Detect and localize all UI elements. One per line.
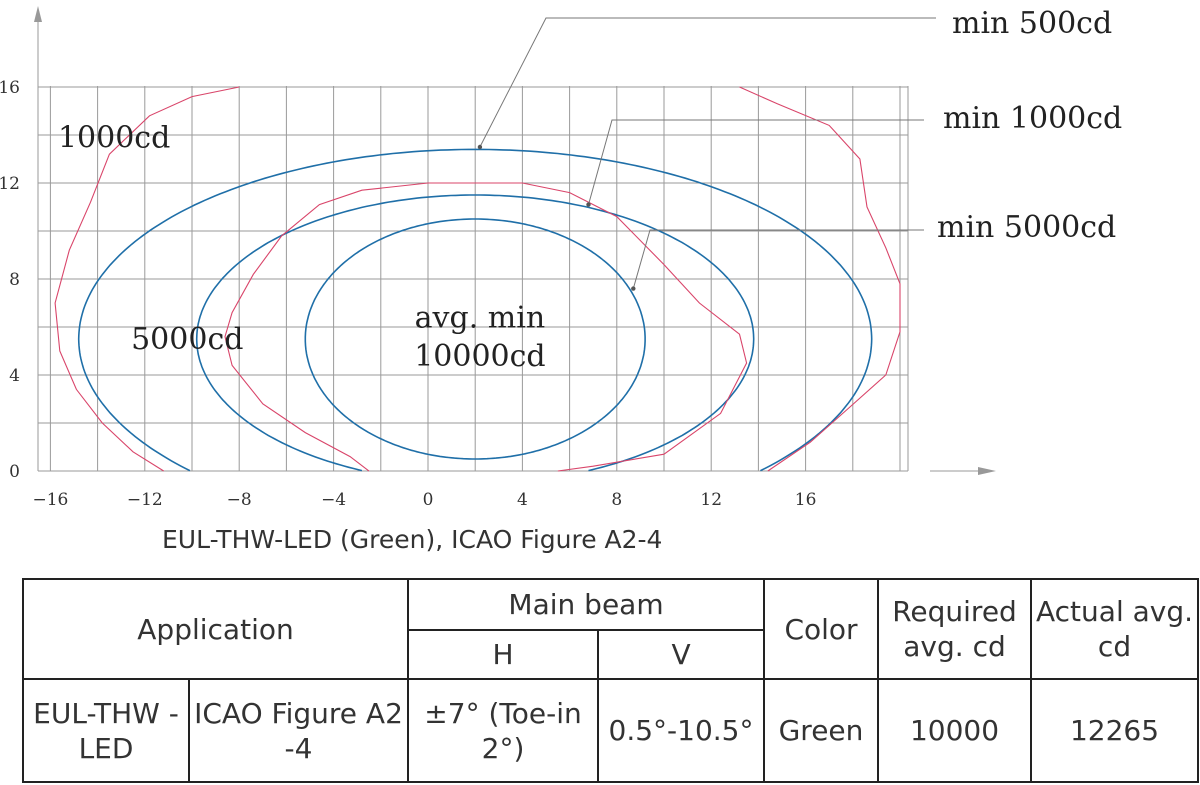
chart-caption: EUL-THW-LED (Green), ICAO Figure A2-4 bbox=[162, 525, 663, 554]
cell-required-avg-cd: 10000 bbox=[877, 678, 1033, 783]
header-v: V bbox=[597, 629, 766, 680]
x-tick-label: −8 bbox=[227, 490, 252, 510]
chart-grid bbox=[37, 86, 909, 472]
x-tick-label: 8 bbox=[611, 490, 622, 510]
measured-curve-5000cd bbox=[428, 182, 748, 472]
callout-leader-line bbox=[479, 17, 936, 148]
header-color: Color bbox=[763, 578, 880, 680]
callout-labels: min 500cd min 1000cd min 5000cd bbox=[477, 6, 1122, 291]
callout-label: min 1000cd bbox=[943, 101, 1122, 136]
cell-application-figure: ICAO Figure A2 -4 bbox=[187, 678, 410, 783]
contour-min-500cd bbox=[77, 148, 873, 472]
callout-arrow-icon bbox=[586, 202, 591, 207]
y-tick-label: 0 bbox=[9, 462, 20, 482]
x-tick-label: −16 bbox=[32, 490, 68, 510]
cell-h: ±7° (Toe-in 2°) bbox=[407, 678, 600, 783]
cell-application-name: EUL-THW -LED bbox=[22, 678, 190, 783]
contour-labels: 1000cd 5000cd avg. min 10000cd bbox=[58, 120, 546, 373]
x-tick-label: 12 bbox=[700, 490, 722, 510]
callout-leader-line bbox=[632, 229, 924, 289]
spec-table: Application Main beam Color Required avg… bbox=[21, 578, 1200, 783]
cell-color: Green bbox=[763, 678, 880, 783]
callout-arrow-icon bbox=[631, 286, 636, 291]
isocandela-chart: −16 −12 −8 −4 0 4 8 12 16 0 4 8 12 16 1000cd 5000cd avg… bbox=[0, 6, 1122, 510]
callout-leader-line bbox=[588, 119, 924, 205]
y-tick-label: 16 bbox=[0, 78, 20, 98]
contour-min-1000cd bbox=[195, 194, 755, 472]
header-h: H bbox=[407, 629, 600, 680]
header-main-beam: Main beam bbox=[407, 578, 766, 631]
x-tick-label: 0 bbox=[423, 490, 434, 510]
measured-curve-1000cd bbox=[54, 86, 240, 472]
cell-actual-avg-cd: 12265 bbox=[1030, 678, 1200, 783]
header-application: Application bbox=[21, 578, 410, 680]
contour-label: 1000cd bbox=[58, 120, 170, 155]
header-actual-avg-cd: Actual avg. cd bbox=[1030, 578, 1200, 680]
min-intensity-contours bbox=[77, 148, 873, 472]
chart-axes bbox=[34, 6, 996, 475]
callout-arrow-icon bbox=[477, 144, 483, 150]
y-tick-label: 12 bbox=[0, 174, 20, 194]
measured-curve-1000cd bbox=[739, 86, 901, 472]
contour-min-5000cd bbox=[304, 218, 646, 460]
contour-label: 10000cd bbox=[414, 339, 545, 374]
x-tick-label: −4 bbox=[321, 490, 346, 510]
tick-labels: −16 −12 −8 −4 0 4 8 12 16 0 4 8 12 16 bbox=[0, 78, 816, 510]
x-tick-label: 16 bbox=[795, 490, 817, 510]
x-tick-label: −12 bbox=[127, 490, 163, 510]
y-tick-label: 8 bbox=[9, 270, 20, 290]
measured-curves bbox=[54, 86, 901, 472]
x-tick-label: 4 bbox=[517, 490, 528, 510]
cell-v: 0.5°-10.5° bbox=[597, 678, 766, 783]
y-axis-arrow-icon bbox=[34, 6, 42, 22]
measured-curve-5000cd bbox=[224, 182, 429, 472]
callout-label: min 500cd bbox=[952, 6, 1112, 41]
callout-label: min 5000cd bbox=[937, 210, 1116, 245]
y-tick-label: 4 bbox=[9, 366, 20, 386]
contour-label: avg. min bbox=[415, 300, 545, 335]
x-axis-arrow-icon bbox=[978, 467, 996, 475]
header-required-avg-cd: Required avg. cd bbox=[877, 578, 1033, 680]
contour-label: 5000cd bbox=[131, 322, 243, 357]
